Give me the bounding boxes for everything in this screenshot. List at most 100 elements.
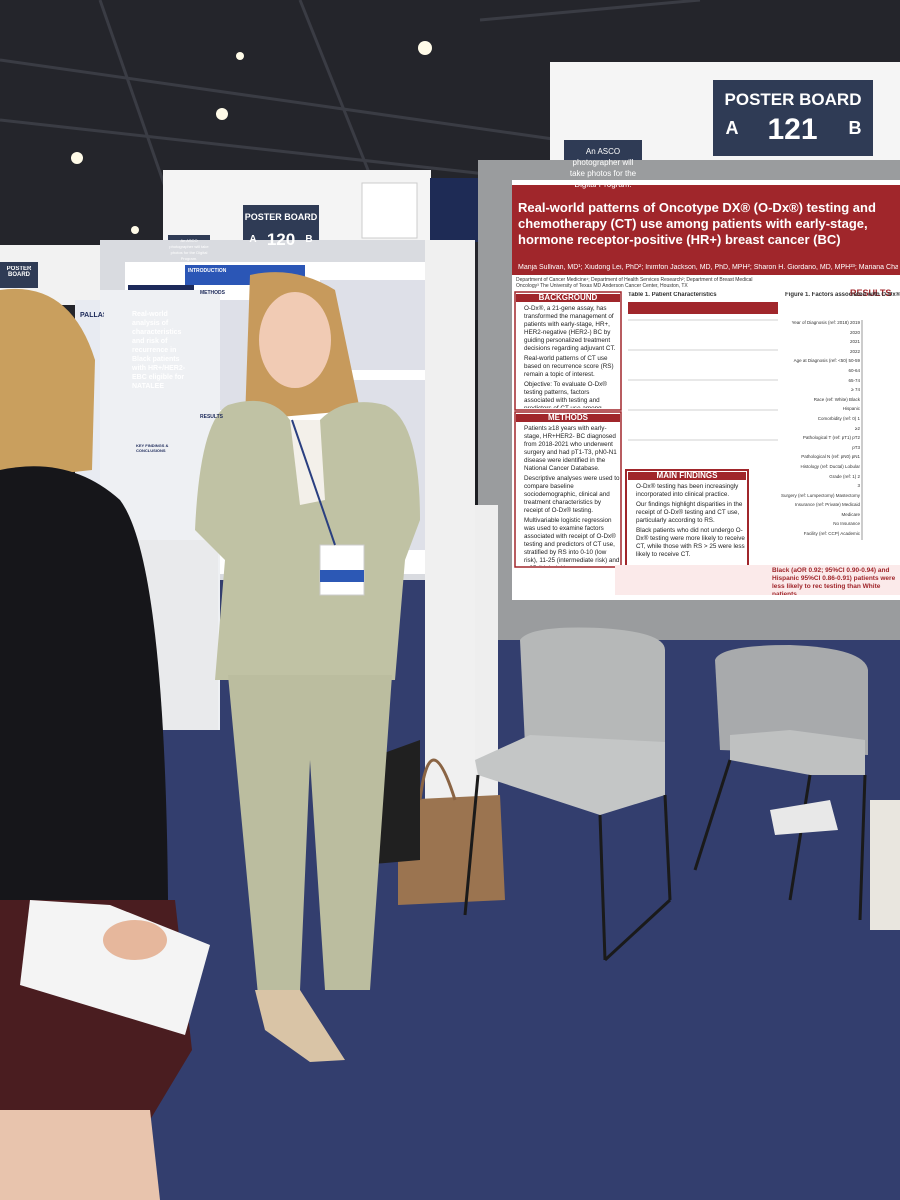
left-poster-title: Real-world analysis of characteristics a… [132,311,186,390]
left-qr-card [361,182,418,239]
board-heading: POSTER BOARD [244,212,318,222]
bullet: O-Dx® testing has been increasingly inco… [636,483,746,499]
poster-title: Real-world patterns of Oncotype DX® (O-D… [518,200,876,247]
board-stand [425,240,475,800]
visitor-jacket [0,466,168,915]
figure-caption: Figure 1. Factors associated with O-Dx® … [785,292,900,298]
board-notice: An ASCO photographer will take photos fo… [169,238,209,261]
visitor-hair [0,288,95,480]
section-heading: METHODS [516,414,620,422]
chair-legs [463,774,672,962]
bag-handle [418,758,457,801]
figure-row: 65-74 [848,377,860,383]
left-section: INTRODUCTION [188,268,227,274]
trusses [0,0,701,231]
section-heading: MAIN FINDINGS [628,472,746,480]
figure-row: ≥ 74 [851,387,860,393]
right-title-band [512,185,900,275]
figure-row: Comorbidity (ref: 0) 1 [817,415,860,421]
presenter-shoes [255,990,345,1062]
chair2-seat [730,730,865,775]
far-left-title: PALLAS [80,312,104,319]
figure-row: 2020 [849,329,860,335]
table-lines [628,319,778,441]
figure-row: Insurance (ref: Private) Medicaid [794,502,860,508]
figure-row: 3 [857,483,860,489]
methods-section: METHODS Patients ≥18 years with early-st… [516,414,620,566]
bullet: O-Dx®, a 21-gene assay, has transformed … [524,305,620,353]
figure-row: Hispanic [842,406,860,412]
sneaker [770,800,838,835]
left-section: KEY FINDINGS & CONCLUSIONS [136,443,169,453]
far-left-sign [0,262,38,288]
presenter-jacket [195,400,420,680]
right-board-sign [713,80,873,156]
methods-box [514,411,622,568]
figure-note-bg [615,565,900,595]
board-number: 120 [266,230,296,249]
board-side-b: B [305,234,313,245]
poster-affiliation: Department of Cancer Medicine¹; Departme… [516,277,753,289]
figure-row: 2021 [849,339,860,345]
visitor-legs [0,1110,160,1200]
visitor-hand [103,920,167,960]
figure-rows: Year of Diagnosis (ref: 2018) 2019 2020 20… [770,318,860,548]
bullet: Real-world patterns of CT use based on r… [524,355,620,379]
figure-row: pT3 [852,444,860,450]
tote-bag [398,795,505,905]
lanyard [291,419,336,546]
figure-row: Medicare [841,511,860,517]
chair-seat [475,735,665,815]
bullet: Our findings highlight disparities in th… [636,501,746,525]
bullets: Patients ≥18 years with early-stage, HR+… [516,425,620,566]
figure-row: No Insurance [833,521,860,527]
bullet: Descriptive analyses were used to compar… [524,475,620,515]
section-heading: BACKGROUND [516,294,620,302]
ceiling-lights [37,41,432,253]
board-notice: An ASCO photographer will take photos fo… [569,147,637,189]
figure-row: Pathological N (ref: pN0) pN1 [801,454,860,460]
chair2-back [715,645,868,755]
left-section: RESULTS [200,414,223,420]
figure-row: Year of Diagnosis (ref: 2018) 2019 [791,320,860,325]
figure-row: 60-64 [848,367,860,373]
board-side-b: B [848,118,862,138]
presenter-face [259,292,331,388]
board-heading: POSTER BOARD [724,90,862,109]
bullets: O-Dx® testing has been increasingly inco… [628,483,746,559]
background-section: BACKGROUND O-Dx®, a 21-gene assay, has t… [516,294,620,408]
bullet: Patients ≥18 years with early-stage, HR+… [524,425,620,473]
figure-note: Black (aOR 0.92; 95%CI 0.90-0.94) and Hi… [772,567,896,595]
presenter-trousers [228,675,392,995]
background-box [514,291,622,411]
figure-row: Facility (ref: CCP) Academic [803,531,860,537]
figure-row: Race (ref: White) Black [813,396,860,402]
findings-section: MAIN FINDINGS O-Dx® testing has been inc… [628,472,746,568]
far-left-board: POSTER BOARD [6,266,32,278]
figure-row: 2022 [849,348,860,354]
results-heading: RESULTS [850,288,892,298]
badge-stripe [320,570,364,582]
figure-row: Pathological T (ref: pT1) pT2 [802,435,860,441]
bullet: Black patients who did not undergo O-Dx®… [636,527,746,559]
board-side-a: A [725,118,739,138]
poster-authors: Manja Sullivan, MD¹; Xiudong Lei, PhD²; … [518,264,898,271]
table-header [628,302,778,314]
bullet: Objective: To evaluate O-Dx® testing pat… [524,381,620,408]
chair-back [520,627,665,748]
figure-row: Age at Diagnosis (ref: <50) 50-59 [793,358,860,364]
figure-row: Grade (ref: 1) 2 [829,473,860,479]
figure-row: ≥2 [855,425,860,431]
bullets: O-Dx®, a 21-gene assay, has transformed … [516,305,620,408]
board-side-a: A [249,234,257,245]
left-section: METHODS [200,290,225,296]
figure-row: Surgery (ref: Lumpectomy) Mastectomy [780,492,860,498]
white-bag [870,800,900,930]
chair2-legs [693,759,867,921]
board-number: 121 [767,113,818,146]
table-caption: Table 1. Patient Characteristics [628,292,717,298]
bullet: Multivariable logistic regression was us… [524,517,620,566]
figure-row: Histology (ref: Ductal) Lobular [800,463,860,469]
